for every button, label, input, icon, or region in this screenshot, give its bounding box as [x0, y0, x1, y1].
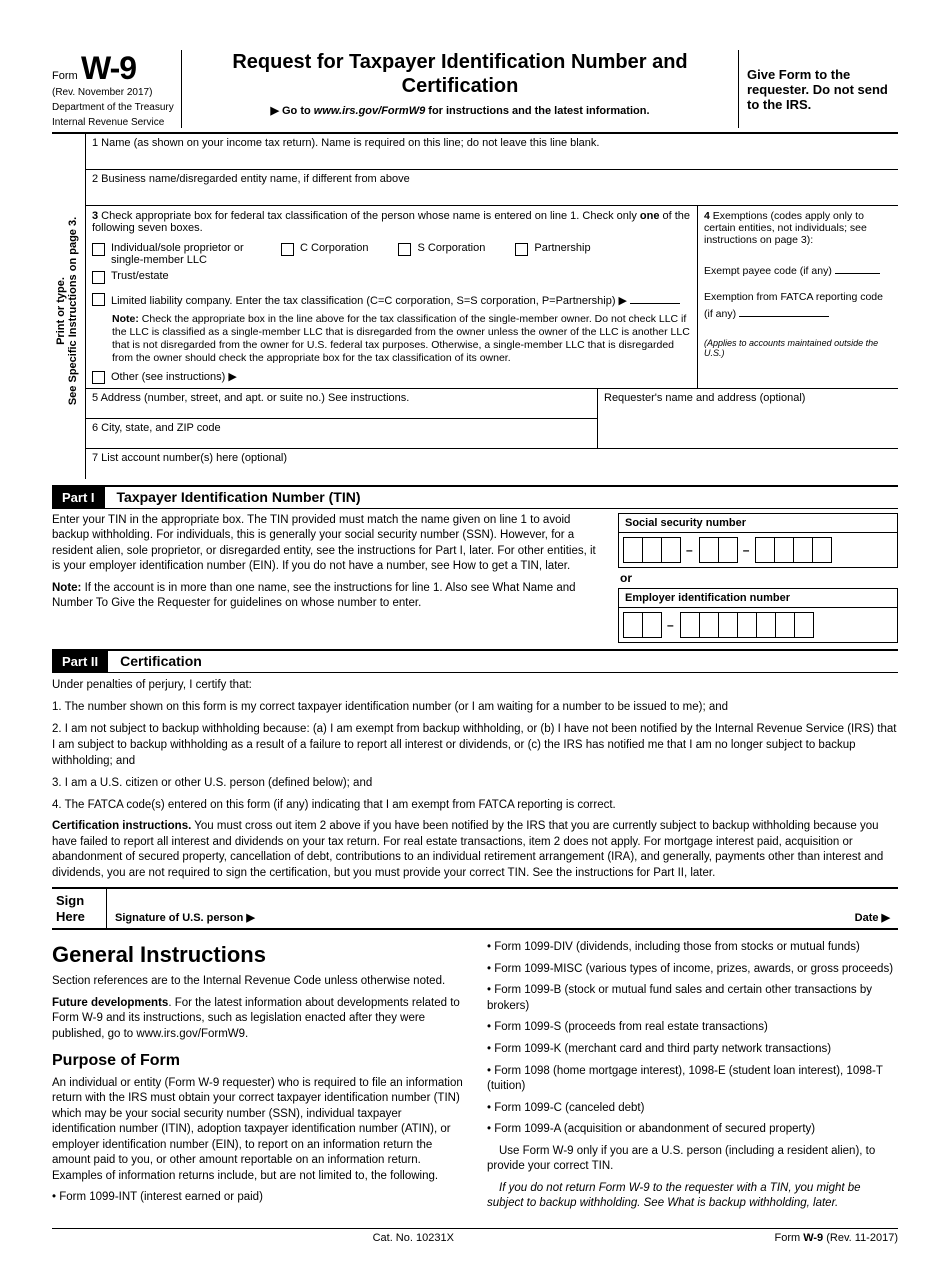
line1[interactable]: 1 Name (as shown on your income tax retu… — [86, 134, 898, 170]
line5[interactable]: 5 Address (number, street, and apt. or s… — [86, 389, 598, 419]
line4-intro: 4 Exemptions (codes apply only to certai… — [704, 210, 892, 246]
part1-label: Part I — [52, 487, 105, 508]
signature-line[interactable]: Signature of U.S. person ▶ — [107, 889, 847, 928]
cb-other[interactable]: Other (see instructions) ▶ — [92, 370, 691, 384]
sign-here-label: SignHere — [52, 889, 107, 928]
header-center: Request for Taxpayer Identification Numb… — [182, 50, 738, 128]
ein-label: Employer identification number — [618, 588, 898, 607]
part2-title: Certification — [108, 653, 202, 669]
line3: 3 Check appropriate box for federal tax … — [86, 206, 698, 388]
side-instructions: Print or type.See Specific Instructions … — [52, 134, 86, 479]
cb-individual[interactable]: Individual/sole proprietor or single-mem… — [92, 242, 251, 266]
form-subtitle: ▶ Go to www.irs.gov/FormW9 for instructi… — [194, 104, 726, 117]
side-text: Print or type.See Specific Instructions … — [55, 156, 79, 466]
line6[interactable]: 6 City, state, and ZIP code — [86, 419, 598, 449]
form-number: W-9 — [81, 50, 136, 86]
cb-llc[interactable]: Limited liability company. Enter the tax… — [92, 292, 691, 307]
line2[interactable]: 2 Business name/disregarded entity name,… — [86, 170, 898, 206]
ein-input[interactable]: – — [618, 607, 898, 643]
signature-box: SignHere Signature of U.S. person ▶ Date… — [52, 887, 898, 930]
main-form-area: Print or type.See Specific Instructions … — [52, 134, 898, 479]
part1-title: Taxpayer Identification Number (TIN) — [105, 489, 361, 505]
cb-ccorp[interactable]: C Corporation — [281, 242, 368, 266]
fatca-input[interactable] — [739, 303, 829, 317]
instructions-left: General Instructions Section references … — [52, 940, 463, 1217]
cert-instructions: Certification instructions. You must cro… — [52, 819, 898, 881]
part2-label: Part II — [52, 651, 108, 672]
ssn-label: Social security number — [618, 513, 898, 532]
line3-intro: 3 Check appropriate box for federal tax … — [92, 210, 691, 234]
or-label: or — [620, 571, 898, 585]
form-fields: 1 Name (as shown on your income tax retu… — [86, 134, 898, 479]
tin-instructions: Enter your TIN in the appropriate box. T… — [52, 513, 604, 643]
tin-boxes: Social security number – – or Employer i… — [618, 513, 898, 643]
dept1: Department of the Treasury — [52, 102, 175, 113]
exempt-payee: Exempt payee code (if any) — [704, 260, 892, 277]
cat-number: Cat. No. 10231X — [373, 1232, 454, 1244]
classification-checkboxes: Individual/sole proprietor or single-mem… — [92, 242, 691, 284]
instructions-h1: General Instructions — [52, 940, 463, 970]
header-right: Give Form to the requester. Do not send … — [738, 50, 898, 128]
cb-trust[interactable]: Trust/estate — [92, 270, 169, 284]
header-left: Form W-9 (Rev. November 2017) Department… — [52, 50, 182, 128]
form-label: Form — [52, 70, 78, 82]
fatca-note: (Applies to accounts maintained outside … — [704, 338, 892, 358]
part1-header: Part I Taxpayer Identification Number (T… — [52, 485, 898, 509]
requester-address[interactable]: Requester's name and address (optional) — [598, 389, 898, 449]
line4: 4 Exemptions (codes apply only to certai… — [698, 206, 898, 388]
dept2: Internal Revenue Service — [52, 117, 175, 128]
line7[interactable]: 7 List account number(s) here (optional) — [86, 449, 898, 479]
purpose-heading: Purpose of Form — [52, 1050, 463, 1072]
date-line[interactable]: Date ▶ — [847, 889, 898, 928]
exempt-payee-input[interactable] — [835, 260, 880, 274]
page-footer: Cat. No. 10231X Form W-9 (Rev. 11-2017) — [52, 1228, 898, 1244]
general-instructions: General Instructions Section references … — [52, 940, 898, 1217]
certification: Under penalties of perjury, I certify th… — [52, 677, 898, 882]
form-header: Form W-9 (Rev. November 2017) Department… — [52, 50, 898, 134]
llc-note: Note: Check the appropriate box in the l… — [112, 313, 691, 366]
cb-partnership[interactable]: Partnership — [515, 242, 590, 266]
instructions-right: • Form 1099-DIV (dividends, including th… — [487, 940, 898, 1217]
part2-header: Part II Certification — [52, 649, 898, 673]
ssn-input[interactable]: – – — [618, 532, 898, 568]
revision: (Rev. November 2017) — [52, 87, 175, 98]
cb-scorp[interactable]: S Corporation — [398, 242, 485, 266]
tin-section: Enter your TIN in the appropriate box. T… — [52, 513, 898, 643]
fatca-exemption: Exemption from FATCA reporting code (if … — [704, 291, 892, 320]
form-title: Request for Taxpayer Identification Numb… — [194, 50, 726, 98]
llc-classification-input[interactable] — [630, 292, 680, 304]
footer-right: Form W-9 (Rev. 11-2017) — [775, 1232, 898, 1244]
